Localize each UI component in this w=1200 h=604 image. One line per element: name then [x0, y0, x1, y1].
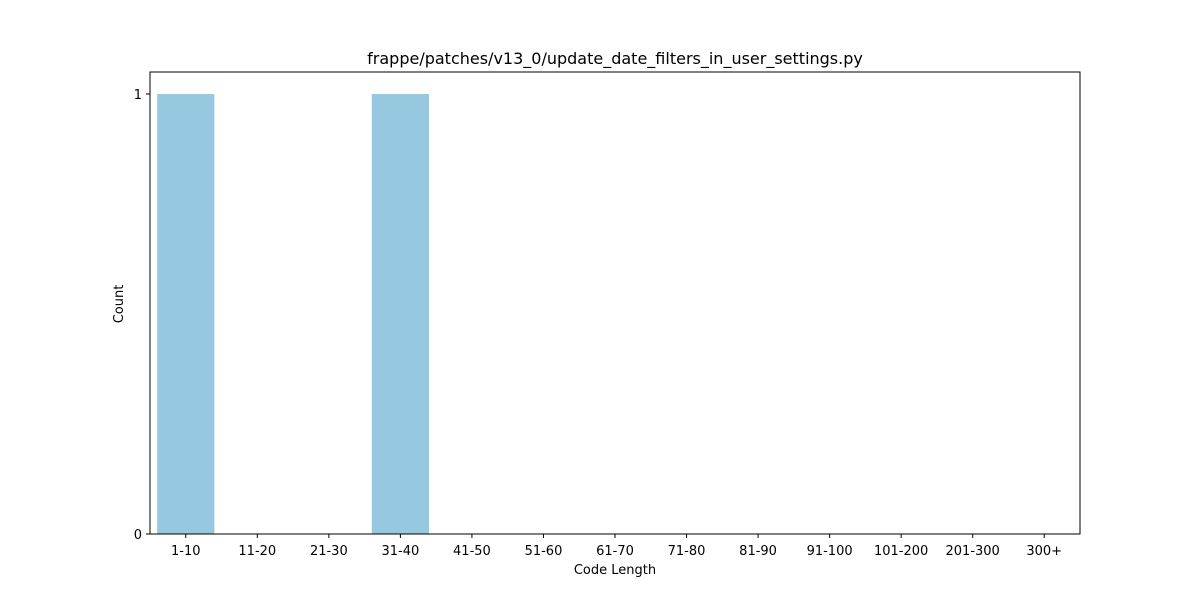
bar-31-40	[371, 94, 429, 534]
chart-title: frappe/patches/v13_0/update_date_filters…	[367, 49, 863, 69]
x-tick-label: 81-90	[739, 544, 777, 559]
x-tick-label: 1-10	[171, 544, 201, 559]
x-tick-label: 91-100	[807, 544, 853, 559]
x-tick-label: 300+	[1026, 544, 1062, 559]
y-tick-label: 1	[134, 88, 142, 103]
x-axis-label: Code Length	[574, 563, 656, 578]
y-axis: 01	[134, 88, 150, 543]
bars-group	[157, 94, 429, 534]
x-axis: 1-10 11-20 21-30 31-40 41-50 51-60 61-70 71-80 8…	[171, 534, 1062, 559]
y-axis-label: Count	[112, 285, 127, 324]
x-tick-label: 21-30	[310, 544, 348, 559]
x-tick-label: 41-50	[453, 544, 491, 559]
x-tick-label: 201-300	[946, 544, 1000, 559]
x-tick-label: 51-60	[525, 544, 563, 559]
y-tick-label: 0	[134, 528, 142, 543]
x-tick-label: 71-80	[668, 544, 706, 559]
bar-1-10	[157, 94, 215, 534]
x-tick-label: 101-200	[874, 544, 928, 559]
x-tick-label: 61-70	[596, 544, 634, 559]
x-tick-label: 11-20	[238, 544, 276, 559]
plot-frame	[149, 71, 1081, 535]
x-tick-label: 31-40	[381, 544, 419, 559]
